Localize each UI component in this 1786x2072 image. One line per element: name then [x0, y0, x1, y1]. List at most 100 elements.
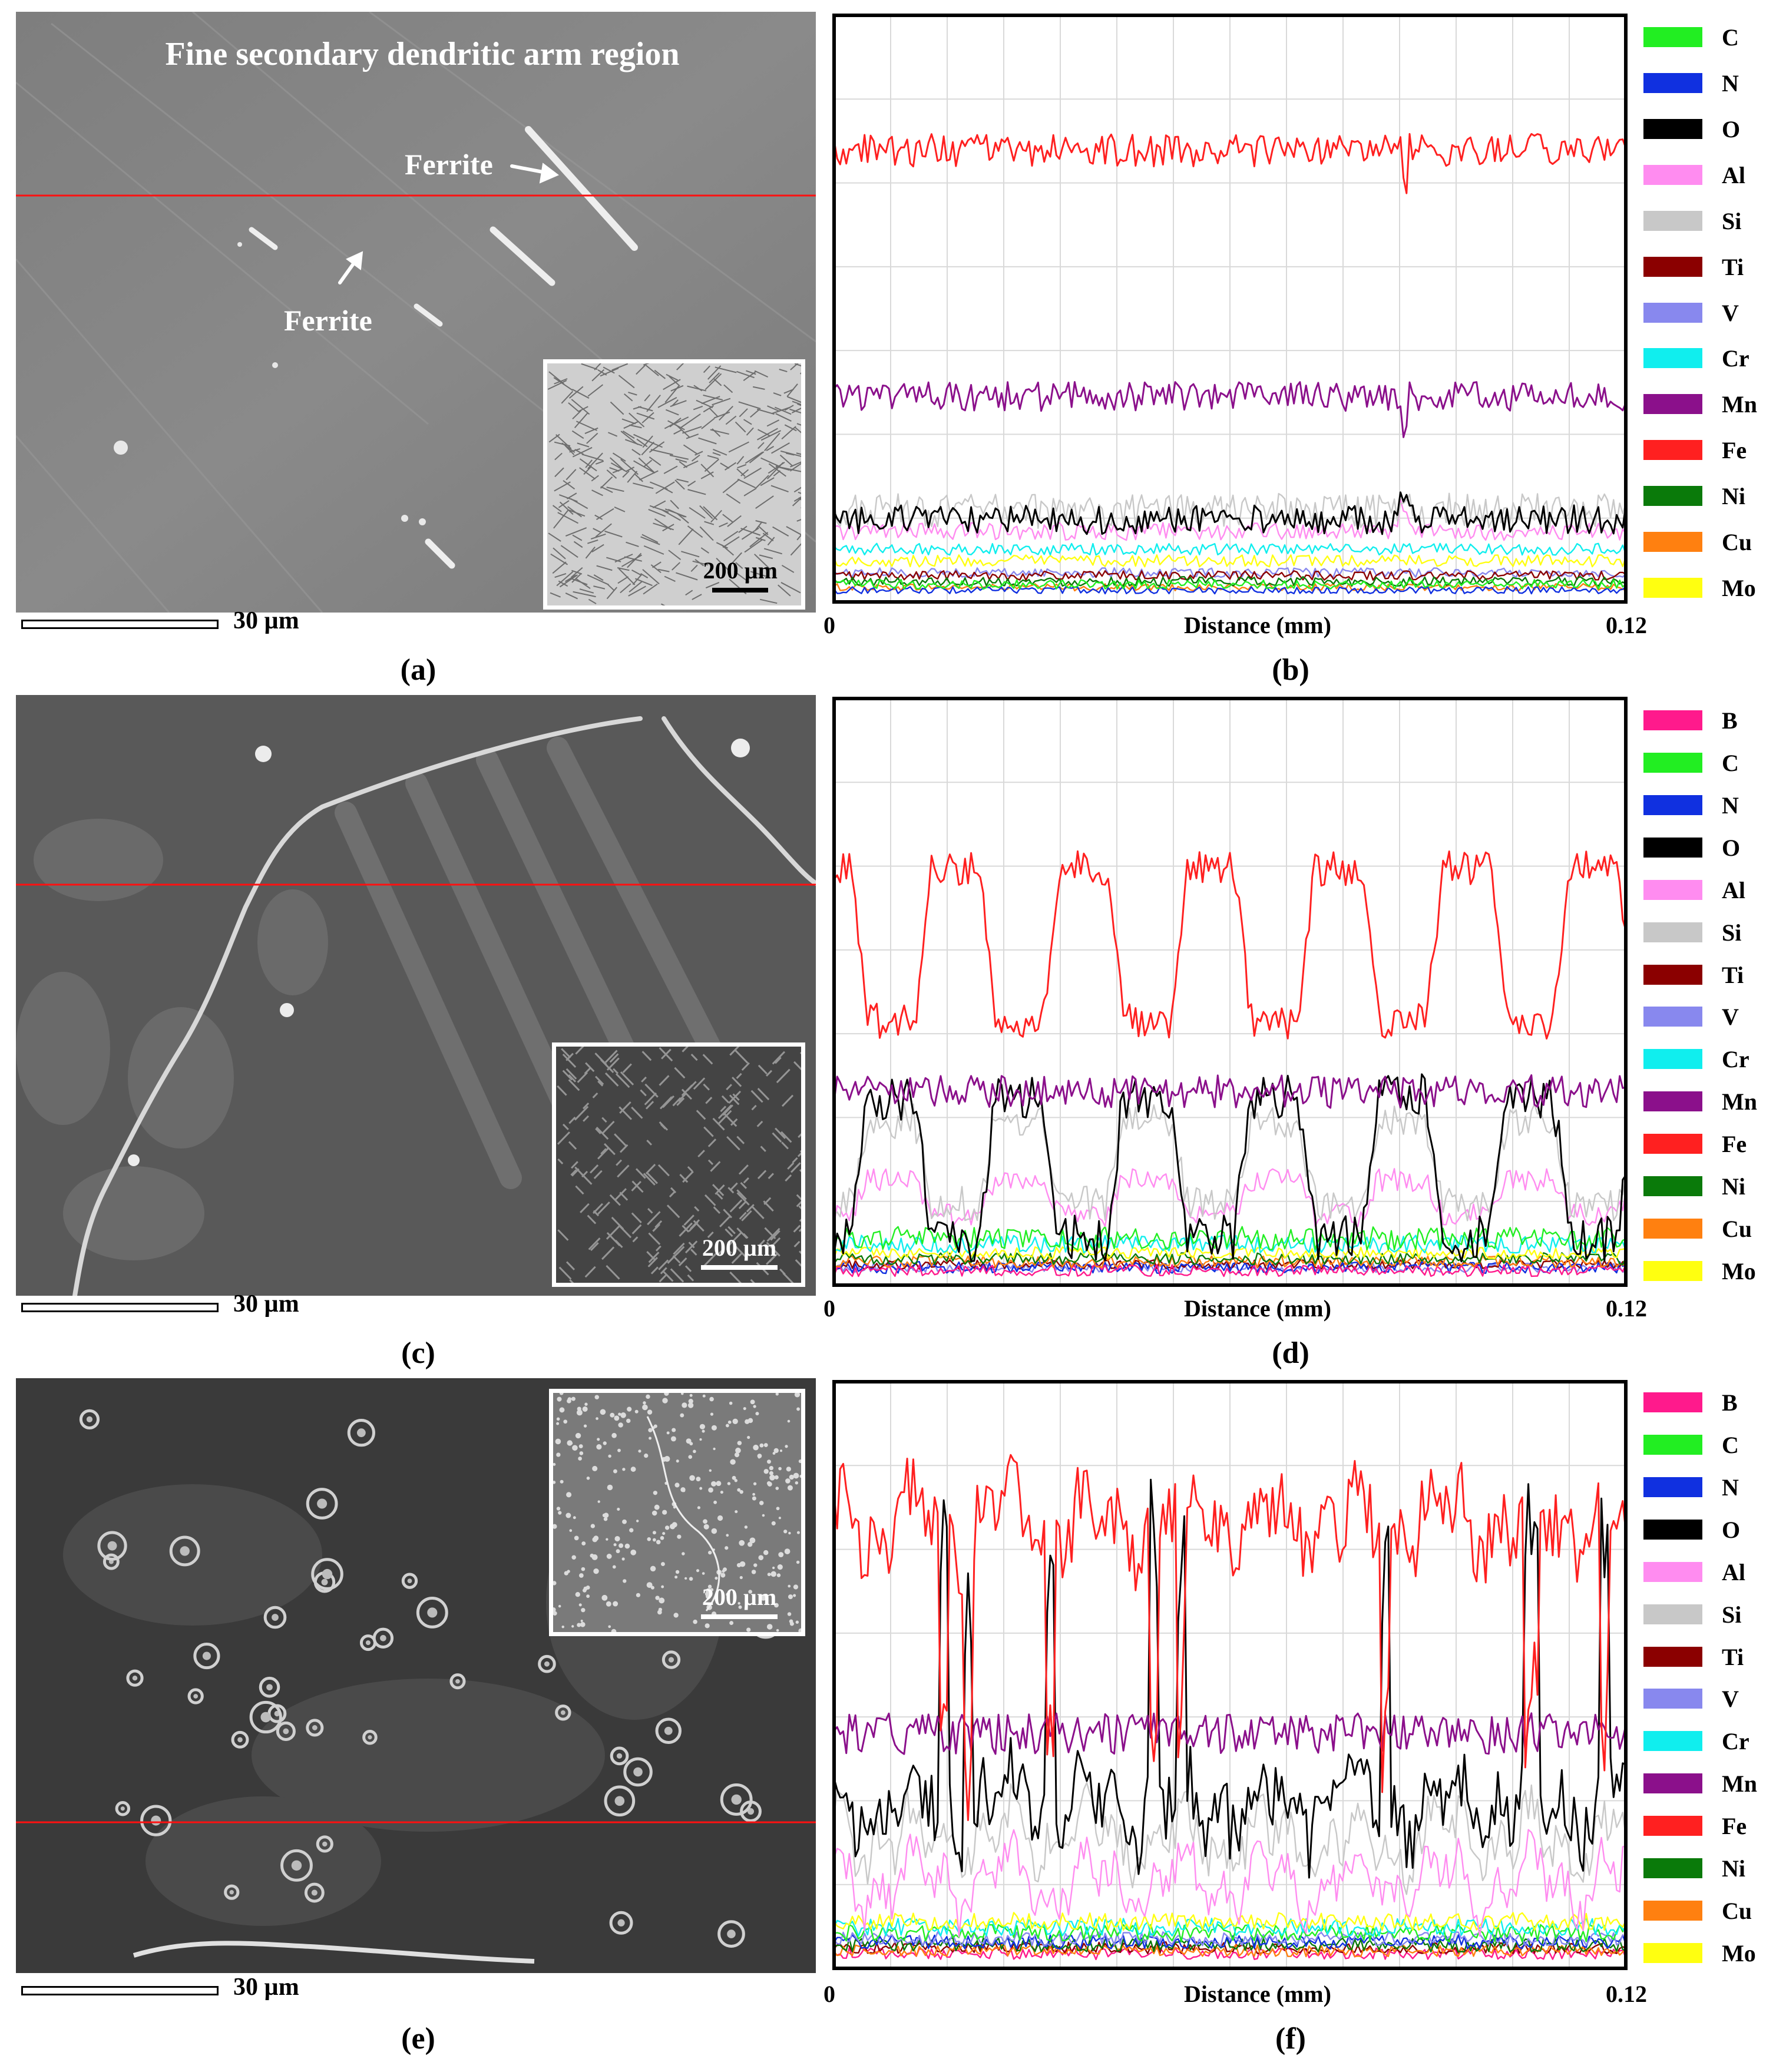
legend-label-ni: Ni [1722, 1173, 1745, 1200]
legend-swatch-ti [1643, 965, 1702, 985]
legend-swatch-mo [1643, 578, 1702, 598]
legend-label-ni: Ni [1722, 483, 1745, 509]
x-axis-label-d: Distance (mm) [1184, 1295, 1331, 1322]
legend-swatch-b [1643, 1392, 1702, 1412]
x-end-b: 0.12 [1606, 612, 1647, 638]
legend-label-o: O [1722, 1517, 1741, 1543]
region-title: Fine secondary dendritic arm region [165, 36, 680, 72]
legend-label-fe: Fe [1722, 437, 1747, 464]
legend-swatch-cr [1643, 1049, 1702, 1069]
legend-label-n: N [1722, 1474, 1739, 1501]
legend-label-ti: Ti [1722, 962, 1744, 988]
legend-label-cr: Cr [1722, 345, 1749, 372]
series-line-ti [834, 570, 1626, 581]
legend-label-fe: Fe [1722, 1813, 1747, 1839]
scale-label-e: 30 µm [233, 1974, 299, 2001]
plot-frame [832, 697, 1628, 1287]
legend-label-fe: Fe [1722, 1131, 1747, 1157]
legend-swatch-n [1643, 1477, 1702, 1497]
line-scan-chart-d [832, 697, 1628, 1287]
series-line-c [834, 579, 1626, 590]
legend-label-b: B [1722, 1389, 1738, 1416]
legend-swatch-cr [1643, 348, 1702, 368]
series-line-fe [833, 850, 1627, 1040]
legend-swatch-mn [1643, 1773, 1702, 1793]
series-line-fe [833, 1454, 1627, 1821]
scale-label-c: 30 µm [233, 1290, 299, 1318]
legend-label-mn: Mn [1722, 1088, 1757, 1115]
legend-swatch-o [1643, 838, 1702, 858]
legend-label-cu: Cu [1722, 529, 1752, 555]
legend-swatch-mn [1643, 394, 1702, 414]
series-line-ni [834, 576, 1626, 587]
panel-letter-e: (e) [401, 2022, 435, 2056]
inset-scale-a: 200 µm [703, 557, 778, 593]
inset-micrograph-e: 200 µm [549, 1389, 805, 1636]
legend-label-mo: Mo [1722, 1940, 1756, 1967]
series-line-cr [833, 1918, 1626, 1937]
series-line-mn [833, 1074, 1626, 1109]
legend-label-cr: Cr [1722, 1046, 1749, 1073]
series-line-al [833, 1829, 1626, 1938]
legend-label-n: N [1722, 70, 1739, 97]
panel-letter-b: (b) [1272, 653, 1309, 687]
legend-swatch-c [1643, 27, 1702, 47]
ferrite-label-1: Ferrite [405, 148, 493, 181]
series-line-c [834, 1924, 1627, 1943]
series-line-cu [834, 1255, 1626, 1269]
series-line-mo [833, 1912, 1627, 1931]
legend-swatch-mo [1643, 1261, 1702, 1281]
inset-scale-c: 200 µm [701, 1234, 778, 1270]
x-start-b: 0 [823, 612, 835, 638]
sem-image-c: 200 µm [16, 695, 816, 1296]
legend-swatch-o [1643, 1520, 1702, 1540]
legend-label-cr: Cr [1722, 1728, 1749, 1755]
series-line-mo [833, 554, 1627, 568]
legend-swatch-cu [1643, 532, 1702, 552]
legend-swatch-v [1643, 1007, 1702, 1027]
panel-letter-d: (d) [1272, 1336, 1309, 1370]
inset-micrograph-a: 200 µm [543, 359, 805, 610]
series-line-al [833, 1168, 1627, 1227]
legend-swatch-v [1643, 1689, 1702, 1709]
x-axis-label-b: Distance (mm) [1184, 612, 1331, 638]
legend-swatch-ti [1643, 257, 1702, 277]
series-line-o [833, 1073, 1627, 1263]
plot-frame [832, 14, 1628, 604]
legend-swatch-si [1643, 211, 1702, 231]
series-line-si [833, 492, 1627, 529]
gridlines [834, 15, 1626, 602]
series-line-b [834, 1947, 1627, 1961]
legend-label-mn: Mn [1722, 1770, 1757, 1797]
legend-label-mn: Mn [1722, 391, 1757, 418]
series-line-o [833, 1478, 1626, 1879]
legend-swatch-mn [1643, 1091, 1702, 1111]
legend-swatch-ti [1643, 1647, 1702, 1667]
gridlines [834, 1382, 1626, 1968]
legend-label-cu: Cu [1722, 1898, 1752, 1924]
legend-label-cu: Cu [1722, 1216, 1752, 1242]
legend-swatch-ni [1643, 1176, 1702, 1196]
legend-swatch-al [1643, 880, 1702, 900]
series-line-fe [833, 133, 1627, 194]
legend-label-c: C [1722, 24, 1739, 51]
legend-swatch-cr [1643, 1731, 1702, 1751]
legend-swatch-c [1643, 753, 1702, 773]
legend-swatch-fe [1643, 1816, 1702, 1836]
legend-swatch-fe [1643, 440, 1702, 460]
legend-label-v: V [1722, 300, 1739, 326]
panel-letter-a: (a) [400, 653, 436, 687]
x-axis-label-f: Distance (mm) [1184, 1981, 1331, 2007]
legend-swatch-n [1643, 795, 1702, 815]
legend-label-n: N [1722, 792, 1739, 819]
legend-swatch-o [1643, 119, 1702, 139]
plot-frame [832, 1380, 1628, 1970]
series-line-b [833, 1264, 1627, 1277]
x-end-f: 0.12 [1606, 1981, 1647, 2007]
legend-swatch-c [1643, 1435, 1702, 1455]
series-line-n [834, 1261, 1626, 1275]
legend-label-mo: Mo [1722, 575, 1756, 601]
legend-label-al: Al [1722, 877, 1745, 903]
legend-swatch-cu [1643, 1219, 1702, 1239]
